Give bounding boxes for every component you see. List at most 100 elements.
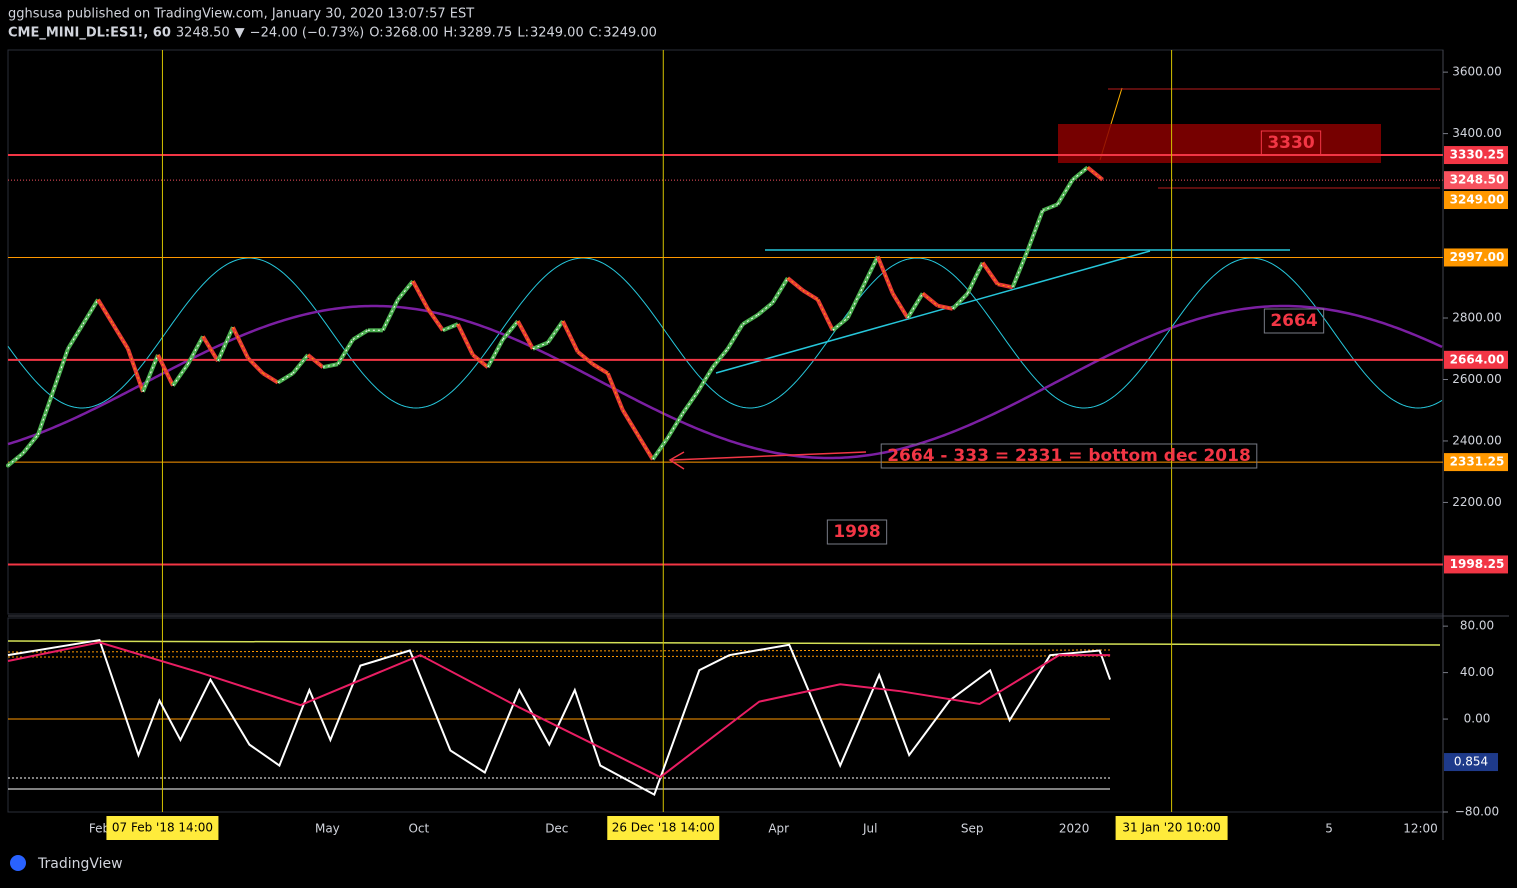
publisher: gghsusa published on TradingView.com, Ja… — [8, 7, 474, 22]
header-h: 3289.75 — [459, 26, 513, 41]
price-segment — [322, 362, 339, 370]
x-tick-label: Oct — [408, 822, 429, 836]
header-change: −24.00 (−0.73%) — [250, 26, 365, 41]
arrow-head — [668, 451, 685, 470]
price-segment — [741, 313, 759, 326]
price-segment — [621, 409, 640, 436]
price-segment — [81, 298, 100, 326]
osc-tick-label: 0.00 — [1464, 712, 1491, 726]
header-c-label: C: — [589, 26, 602, 41]
y-tick-label: 3400.00 — [1452, 126, 1502, 140]
price-wick — [1072, 167, 1088, 181]
x-tick-label: 2020 — [1059, 822, 1090, 836]
price-wick — [397, 280, 414, 300]
price-wick — [832, 317, 849, 331]
level-label-bg — [1444, 453, 1508, 472]
price-wick — [682, 391, 699, 414]
price-wick — [1087, 167, 1103, 181]
level-label-bg — [1444, 146, 1508, 165]
price-segment — [771, 277, 790, 304]
price-wick — [757, 302, 774, 316]
header-o-label: O: — [369, 26, 383, 41]
y-tick-label: 2800.00 — [1452, 311, 1502, 325]
price-wick — [652, 437, 669, 460]
price-segment — [201, 335, 220, 363]
price-label-bg — [1444, 171, 1508, 190]
price-wick — [1027, 210, 1044, 251]
price-wick — [517, 320, 534, 349]
price-segment — [532, 340, 549, 351]
brand: TradingView — [37, 856, 123, 872]
price-wick — [502, 320, 519, 340]
price-segment — [442, 322, 459, 333]
header-arrow: ▼ — [235, 26, 245, 41]
trend-line — [715, 250, 1151, 374]
price-label-bg — [1444, 191, 1508, 210]
price-segment — [111, 323, 130, 350]
price-wick — [607, 373, 624, 411]
price-segment — [126, 348, 145, 393]
annotation-box — [1263, 308, 1325, 334]
price-segment — [726, 323, 745, 350]
osc-tick-label: 40.00 — [1460, 665, 1494, 679]
date-marker-bg — [106, 816, 219, 840]
level-label: 3330.25 — [1450, 148, 1505, 162]
date-marker-bg — [607, 816, 720, 840]
price-segment — [336, 338, 355, 366]
price-wick — [247, 357, 264, 374]
price-wick — [22, 434, 39, 454]
price-wick — [817, 299, 834, 331]
osc-tick-label: 80.00 — [1460, 619, 1494, 633]
annotation-box — [1260, 130, 1322, 156]
price-wick — [157, 354, 174, 386]
price-wick — [172, 363, 189, 386]
y-tick-label: 3600.00 — [1452, 65, 1502, 79]
y-tick-label: 2400.00 — [1452, 433, 1502, 447]
x-tick-label: May — [315, 822, 340, 836]
x-tick-label: Jul — [862, 822, 877, 836]
price-wick — [562, 320, 579, 353]
price-segment — [51, 348, 70, 393]
price-wick — [142, 354, 159, 392]
price-segment — [636, 433, 655, 461]
osc-line — [7, 641, 1111, 779]
annotation: 2664 — [1270, 311, 1317, 331]
price-segment — [276, 371, 294, 385]
price-segment — [261, 371, 279, 385]
price-segment — [666, 412, 685, 439]
header-l: 3249.00 — [530, 26, 584, 41]
annotation-box — [826, 519, 888, 545]
annotation-box — [880, 443, 1258, 469]
annotation: 1998 — [833, 522, 880, 542]
arrow — [671, 451, 867, 461]
level-label-bg — [1444, 555, 1508, 574]
price-segment — [66, 323, 85, 350]
price-segment — [997, 282, 1014, 290]
level-label-bg — [1444, 350, 1508, 369]
cycle-wave-long — [7, 304, 1443, 460]
price-wick — [967, 262, 984, 294]
price-segment — [351, 328, 369, 342]
price-segment — [1041, 202, 1059, 213]
x-tick-label: Sep — [961, 822, 984, 836]
date-marker-bg — [1115, 816, 1228, 840]
header-o: 3268.00 — [385, 26, 439, 41]
price-wick — [457, 323, 474, 356]
date-marker-label: 31 Jan '20 10:00 — [1122, 821, 1220, 835]
x-tick-label: 5 — [1325, 822, 1333, 836]
price-segment — [96, 298, 115, 326]
price-wick — [922, 293, 938, 307]
x-tick-label: Dec — [545, 822, 568, 836]
price-wick — [487, 339, 504, 368]
price-label: 3248.50 — [1450, 173, 1505, 187]
price-segment — [591, 362, 609, 376]
price-segment — [1055, 178, 1075, 206]
annotation: 2664 - 333 = 2331 = bottom dec 2018 — [887, 446, 1251, 466]
logo — [10, 855, 26, 871]
osc-line — [7, 638, 1112, 797]
price-wick — [982, 262, 999, 285]
y-tick-label: 2200.00 — [1452, 495, 1502, 509]
price-segment — [905, 292, 925, 320]
level-label: 2331.25 — [1450, 455, 1505, 469]
annotation: 3330 — [1267, 133, 1314, 153]
